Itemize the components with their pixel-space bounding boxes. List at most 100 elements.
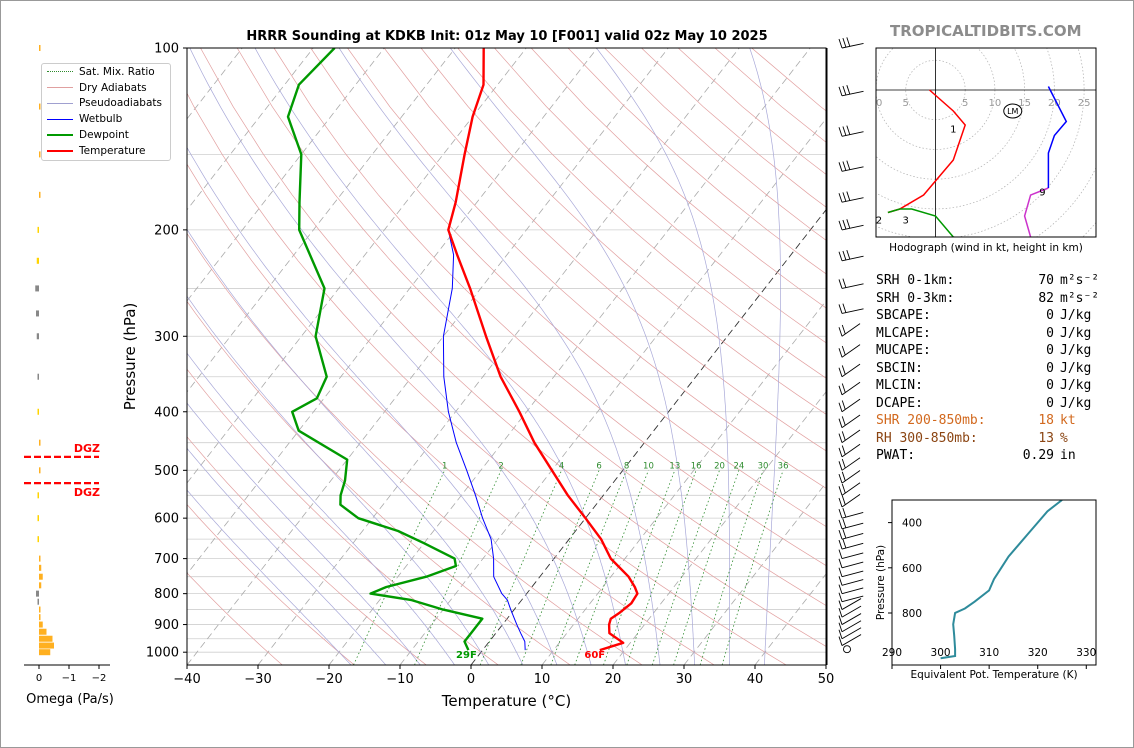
dry-adiabat xyxy=(310,48,826,527)
isotherm xyxy=(257,48,740,665)
barb-flag xyxy=(838,348,843,358)
stat-row: MLCAPE: 0 J/kg xyxy=(876,325,1106,343)
barb-flag xyxy=(838,402,843,412)
y-tick-label: 400 xyxy=(154,405,179,420)
barb-staff xyxy=(841,429,861,444)
legend-item: Temperature xyxy=(42,143,170,159)
barb-staff xyxy=(841,494,861,508)
isotherm xyxy=(187,48,527,484)
barb-staff xyxy=(841,620,862,633)
mixing-ratio-line xyxy=(520,470,600,665)
x-tick-label: −20 xyxy=(315,672,342,687)
barb-staff xyxy=(841,613,862,625)
series-point xyxy=(475,495,476,496)
wind-barb-icon xyxy=(838,482,861,496)
stat-row: MLCIN: 0 J/kg xyxy=(876,377,1106,395)
stat-unit: J/kg xyxy=(1060,325,1092,341)
theta-e-x-tick-label: 290 xyxy=(882,647,902,659)
stat-value: 13 xyxy=(1038,430,1054,446)
hodograph-ring-label: 20 xyxy=(1048,98,1061,109)
omega-bar xyxy=(36,333,39,340)
series-point xyxy=(287,116,288,117)
y-tick-label: 500 xyxy=(154,464,179,479)
wind-barb-icon xyxy=(838,620,862,633)
series-point xyxy=(482,518,483,519)
stat-row: SBCIN: 0 J/kg xyxy=(876,360,1106,378)
series-point xyxy=(619,612,620,613)
series-point xyxy=(411,600,412,601)
x-axis-label: Temperature (°C) xyxy=(441,692,571,710)
barb-flag xyxy=(842,250,847,261)
wind-barb-icon xyxy=(838,278,864,289)
y-tick-label: 1000 xyxy=(146,646,179,661)
stat-unit: J/kg xyxy=(1060,360,1092,376)
series-point xyxy=(637,593,638,594)
omega-bar xyxy=(39,555,41,562)
series-point xyxy=(507,600,508,601)
stat-row: SRH 0-3km: 82 m²s⁻² xyxy=(876,290,1106,308)
series-point xyxy=(623,642,624,643)
series-point xyxy=(452,288,453,289)
barb-flag xyxy=(838,162,843,172)
barb-flag xyxy=(846,125,851,135)
omega-bar xyxy=(39,564,42,571)
omega-bar xyxy=(36,590,39,597)
series-point xyxy=(315,336,316,337)
barb-flag xyxy=(846,191,851,201)
omega-tick-label: −2 xyxy=(92,673,107,684)
x-tick-label: 10 xyxy=(534,672,551,687)
omega-bar xyxy=(39,582,42,589)
stat-unit: J/kg xyxy=(1060,308,1092,323)
wind-barb-icon xyxy=(838,494,861,508)
series-line-dewpoint xyxy=(286,48,484,651)
theta-e-line xyxy=(940,500,1063,660)
mixing-ratio-line xyxy=(626,470,697,665)
omega-bar xyxy=(39,606,41,613)
wind-barb-icon xyxy=(838,538,864,550)
stat-label: MLCAPE: xyxy=(876,325,931,341)
dry-adiabat xyxy=(236,48,826,606)
barb-flag xyxy=(842,528,847,539)
isotherm xyxy=(328,48,811,665)
dry-adiabat xyxy=(530,48,826,309)
series-point xyxy=(456,442,457,443)
chart-title: HRRR Sounding at KDKB Init: 01z May 10 [… xyxy=(246,29,767,44)
stat-label: MUCAPE: xyxy=(876,343,931,358)
series-point xyxy=(500,376,501,377)
wind-barb-icon xyxy=(838,219,864,231)
barb-flag xyxy=(841,483,846,494)
series-point xyxy=(472,116,473,117)
series-point xyxy=(524,641,525,642)
dry-adiabat xyxy=(347,48,826,489)
omega-bar xyxy=(39,191,41,198)
hodograph-height-label: 3 xyxy=(903,216,909,227)
omega-axis-label: Omega (Pa/s) xyxy=(26,692,114,707)
barb-staff xyxy=(841,363,861,378)
theta-e-x-tick-label: 320 xyxy=(1028,647,1048,659)
barb-flag xyxy=(842,507,847,518)
hodograph-segment-2 xyxy=(1023,187,1049,237)
hodograph-segment-3 xyxy=(1047,86,1068,188)
stat-label: RH 300-850mb: xyxy=(876,430,978,446)
omega-bar xyxy=(37,536,39,543)
wind-barb-icon xyxy=(838,160,864,172)
stat-unit: m²s⁻² xyxy=(1060,290,1100,306)
mixing-ratio-line xyxy=(550,470,627,665)
hodograph-caption: Hodograph (wind in kt, height in km) xyxy=(889,242,1083,254)
barb-staff xyxy=(841,398,861,413)
stat-unit: J/kg xyxy=(1060,378,1092,393)
wind-barb-icon xyxy=(838,470,861,484)
barb-flag xyxy=(841,416,846,426)
barb-flag xyxy=(838,86,843,96)
isotherm xyxy=(187,48,669,665)
left-mover-icon xyxy=(1003,103,1023,119)
mixing-ratio-line xyxy=(603,470,676,665)
series-point xyxy=(610,558,611,559)
hodograph-ring-label: 25 xyxy=(1078,98,1091,109)
theta-e-y-tick-label: 600 xyxy=(902,563,922,575)
stat-value: 0 xyxy=(1046,343,1054,358)
dry-adiabat xyxy=(187,368,499,665)
pseudoadiabat xyxy=(187,146,558,665)
barb-staff xyxy=(841,598,862,610)
barb-staff xyxy=(841,323,861,337)
